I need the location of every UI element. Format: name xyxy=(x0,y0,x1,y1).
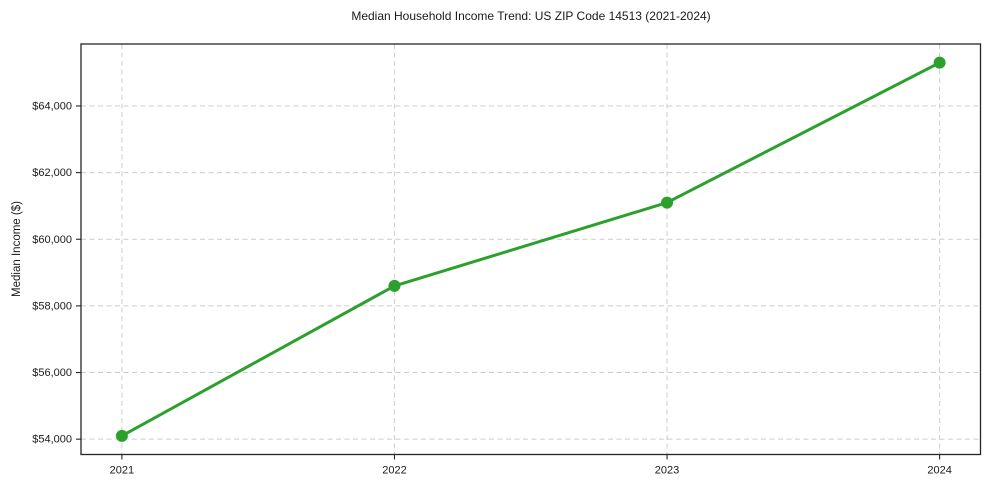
x-tick-label: 2021 xyxy=(110,465,134,477)
x-tick-label: 2023 xyxy=(655,465,679,477)
data-point-marker xyxy=(661,196,674,209)
data-point-marker xyxy=(388,279,401,292)
plot-border xyxy=(80,43,982,456)
y-tick-label: $54,000 xyxy=(32,434,72,446)
y-tick-label: $62,000 xyxy=(32,167,72,179)
y-tick-label: $64,000 xyxy=(32,100,72,112)
trend-line xyxy=(120,61,942,438)
data-point-marker xyxy=(933,56,946,69)
chart-title: Median Household Income Trend: US ZIP Co… xyxy=(351,9,711,23)
y-tick-label: $60,000 xyxy=(32,234,72,246)
y-tick-label: $56,000 xyxy=(32,367,72,379)
data-point-marker xyxy=(115,429,128,442)
x-tick-label: 2022 xyxy=(382,465,406,477)
x-tick-label: 2024 xyxy=(927,465,951,477)
y-tick-label: $58,000 xyxy=(32,300,72,312)
